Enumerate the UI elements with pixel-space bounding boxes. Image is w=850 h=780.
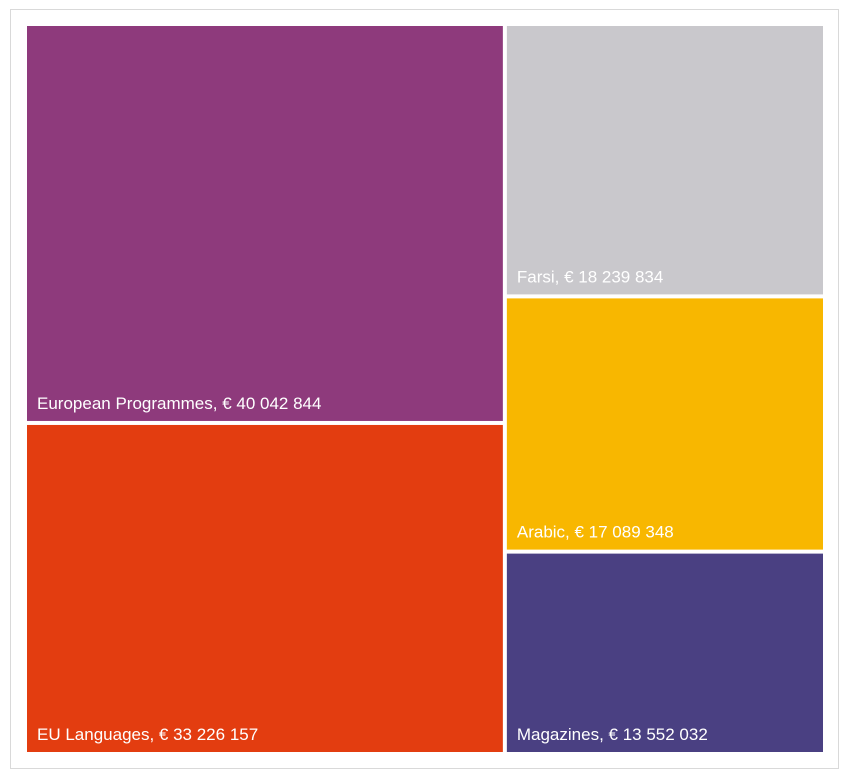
treemap-node-eu-languages: EU Languages, € 33 226 157 xyxy=(27,424,503,752)
treemap-label-magazines: Magazines, € 13 552 032 xyxy=(517,725,708,744)
treemap-label-farsi: Farsi, € 18 239 834 xyxy=(517,267,663,286)
treemap-label-european-programmes: European Programmes, € 40 042 844 xyxy=(37,394,321,413)
treemap-node-european-programmes: European Programmes, € 40 042 844 xyxy=(27,26,503,421)
treemap-rect-farsi xyxy=(506,26,823,295)
treemap-label-eu-languages: EU Languages, € 33 226 157 xyxy=(37,725,258,744)
treemap-label-arabic: Arabic, € 17 089 348 xyxy=(517,523,674,542)
treemap-rect-european-programmes xyxy=(27,26,503,421)
treemap-node-magazines: Magazines, € 13 552 032 xyxy=(506,553,823,752)
treemap-rect-eu-languages xyxy=(27,424,503,752)
treemap-rect-arabic xyxy=(506,298,823,550)
treemap-node-arabic: Arabic, € 17 089 348 xyxy=(506,298,823,550)
treemap-node-farsi: Farsi, € 18 239 834 xyxy=(506,26,823,295)
treemap-rect-magazines xyxy=(506,553,823,752)
